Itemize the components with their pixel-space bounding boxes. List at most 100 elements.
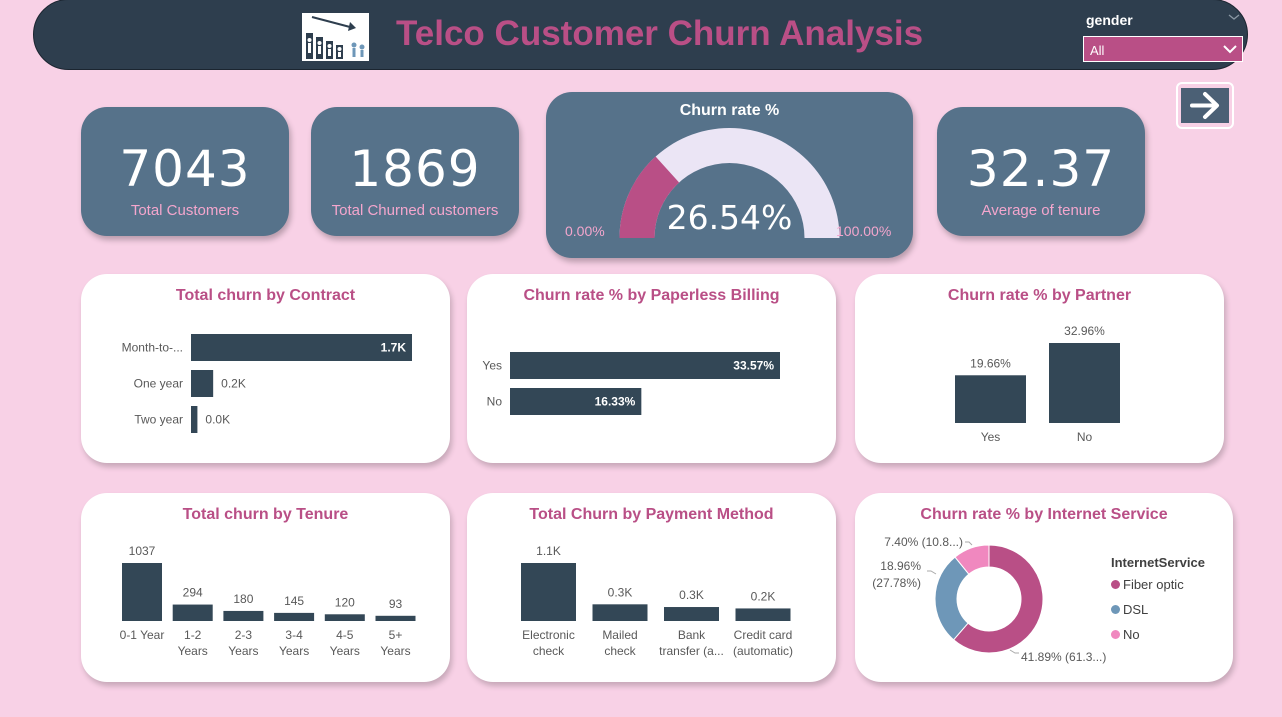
category-label: Years	[330, 644, 360, 658]
kpi-label: Total Customers	[130, 202, 240, 219]
category-label: check	[533, 644, 565, 658]
declining-bar-chart-people-icon	[302, 13, 369, 61]
data-label: 0.2K	[751, 589, 776, 603]
donut-slice	[954, 544, 990, 575]
gauge-value: 26.54%	[666, 198, 793, 237]
chevron-down-icon	[1223, 45, 1237, 54]
kpi-value: 1869	[349, 140, 481, 198]
contract-bar-chart: Month-to-... 1.7K One year 0.2K Two year 0.0K	[122, 334, 412, 433]
card-payment-method: Total Churn by Payment Method 1.1K Electr…	[467, 493, 836, 682]
bar	[274, 612, 315, 621]
category-label: Years	[178, 644, 208, 658]
header-bar: Telco Customer Churn Analysis gender All	[33, 0, 1248, 70]
kpi-total-churned: 1869 Total Churned customers	[311, 107, 519, 236]
gauge-max-label: 100.00%	[836, 223, 892, 239]
data-label: 19.66%	[970, 356, 1011, 370]
bar	[375, 615, 416, 621]
kpi-label: Average of tenure	[981, 202, 1101, 219]
category-label: Month-to-...	[122, 341, 183, 355]
category-label: Years	[380, 644, 410, 658]
bar	[592, 604, 648, 621]
category-label: check	[604, 644, 636, 658]
leader-line	[965, 541, 973, 546]
partner-column-chart: 19.66% Yes 32.96% No	[955, 324, 1120, 444]
bar	[521, 563, 576, 621]
bar	[223, 610, 264, 621]
data-label: 0.3K	[679, 588, 704, 602]
data-label: 1037	[129, 544, 156, 558]
category-label: Credit card	[734, 628, 793, 642]
leader-line	[927, 570, 937, 575]
chart-title: Total churn by Contract	[175, 287, 356, 304]
category-label: Electronic	[522, 628, 575, 642]
category-label: 3-4	[285, 628, 303, 642]
category-label: transfer (a...	[659, 644, 724, 658]
bar	[122, 563, 162, 621]
data-label: 93	[389, 597, 403, 611]
gender-slicer-label: gender	[1086, 12, 1133, 28]
gauge-card-churn-rate: Churn rate % 26.54% 0.00% 100.00%	[546, 92, 913, 258]
kpi-value: 32.37	[966, 140, 1116, 198]
category-label: (automatic)	[733, 644, 793, 658]
chart-title: Total Churn by Payment Method	[529, 506, 774, 523]
category-label: 2-3	[235, 628, 253, 642]
legend-label: DSL	[1123, 602, 1149, 617]
data-label: 0.2K	[221, 377, 246, 391]
legend-label: Fiber optic	[1123, 577, 1184, 592]
chart-title: Total churn by Tenure	[182, 506, 349, 523]
legend-item[interactable]: DSL	[1111, 602, 1148, 617]
category-label: Years	[228, 644, 258, 658]
bar	[191, 370, 214, 397]
data-label: 145	[284, 594, 304, 608]
category-label: Mailed	[602, 628, 637, 642]
data-label: 0.0K	[205, 413, 230, 427]
kpi-value: 7043	[119, 140, 251, 198]
category-label: One year	[134, 377, 183, 391]
data-label: 120	[335, 595, 355, 609]
category-label: Bank	[678, 628, 706, 642]
bar	[191, 406, 198, 433]
legend-item[interactable]: Fiber optic	[1111, 577, 1184, 592]
category-label: Years	[279, 644, 309, 658]
gauge-title: Churn rate %	[679, 102, 780, 119]
category-label: 5+	[389, 628, 403, 642]
paperless-bar-chart: Yes 33.57% No 16.33%	[482, 352, 780, 415]
data-label: 7.40% (10.8...)	[884, 535, 963, 549]
bar	[664, 607, 719, 621]
donut-slice	[952, 544, 1044, 654]
bar	[172, 604, 213, 621]
data-label: 294	[183, 586, 203, 600]
legend-dot-icon	[1111, 630, 1120, 639]
gender-slicer-value: All	[1090, 43, 1105, 58]
card-paperless-billing: Churn rate % by Paperless Billing Yes 33.…	[467, 274, 836, 463]
internet-donut-chart: 41.89% (61.3...) 18.96% (27.78%) 7.40% (10.…	[872, 535, 1106, 664]
donut-slice	[934, 556, 970, 641]
chevron-down-icon[interactable]	[1227, 11, 1241, 23]
category-label: 1-2	[184, 628, 202, 642]
tenure-column-chart: 1037 0-1 Year 294 1-2 Years 180 2-3 Years 145 3-4…	[120, 544, 416, 658]
gauge-fill	[619, 156, 680, 238]
payment-column-chart: 1.1K Electronic check 0.3K Mailed check 0.3K Ba…	[521, 544, 793, 658]
data-label: 41.89% (61.3...)	[1021, 650, 1106, 664]
chart-title: Churn rate % by Partner	[947, 287, 1132, 304]
data-label: 33.57%	[733, 359, 774, 373]
card-partner: Churn rate % by Partner 19.66% Yes 32.96% N…	[855, 274, 1224, 463]
churn-rate-gauge	[619, 128, 840, 238]
chart-title: Churn rate % by Internet Service	[920, 506, 1168, 523]
bar	[324, 614, 365, 621]
bar	[510, 388, 642, 415]
legend-dot-icon	[1111, 580, 1120, 589]
next-page-button[interactable]	[1176, 82, 1234, 129]
gender-slicer-dropdown[interactable]: All	[1083, 36, 1243, 62]
data-label: (27.78%)	[872, 576, 921, 590]
data-label: 16.33%	[595, 395, 636, 409]
chart-title: Churn rate % by Paperless Billing	[523, 287, 780, 304]
data-label: 32.96%	[1064, 324, 1105, 338]
gauge-track	[619, 128, 840, 238]
data-label: 1.1K	[536, 544, 561, 558]
kpi-average-tenure: 32.37 Average of tenure	[937, 107, 1145, 236]
data-label: 0.3K	[608, 585, 633, 599]
legend-item[interactable]: No	[1111, 627, 1140, 642]
legend-dot-icon	[1111, 605, 1120, 614]
data-label: 1.7K	[381, 341, 407, 355]
